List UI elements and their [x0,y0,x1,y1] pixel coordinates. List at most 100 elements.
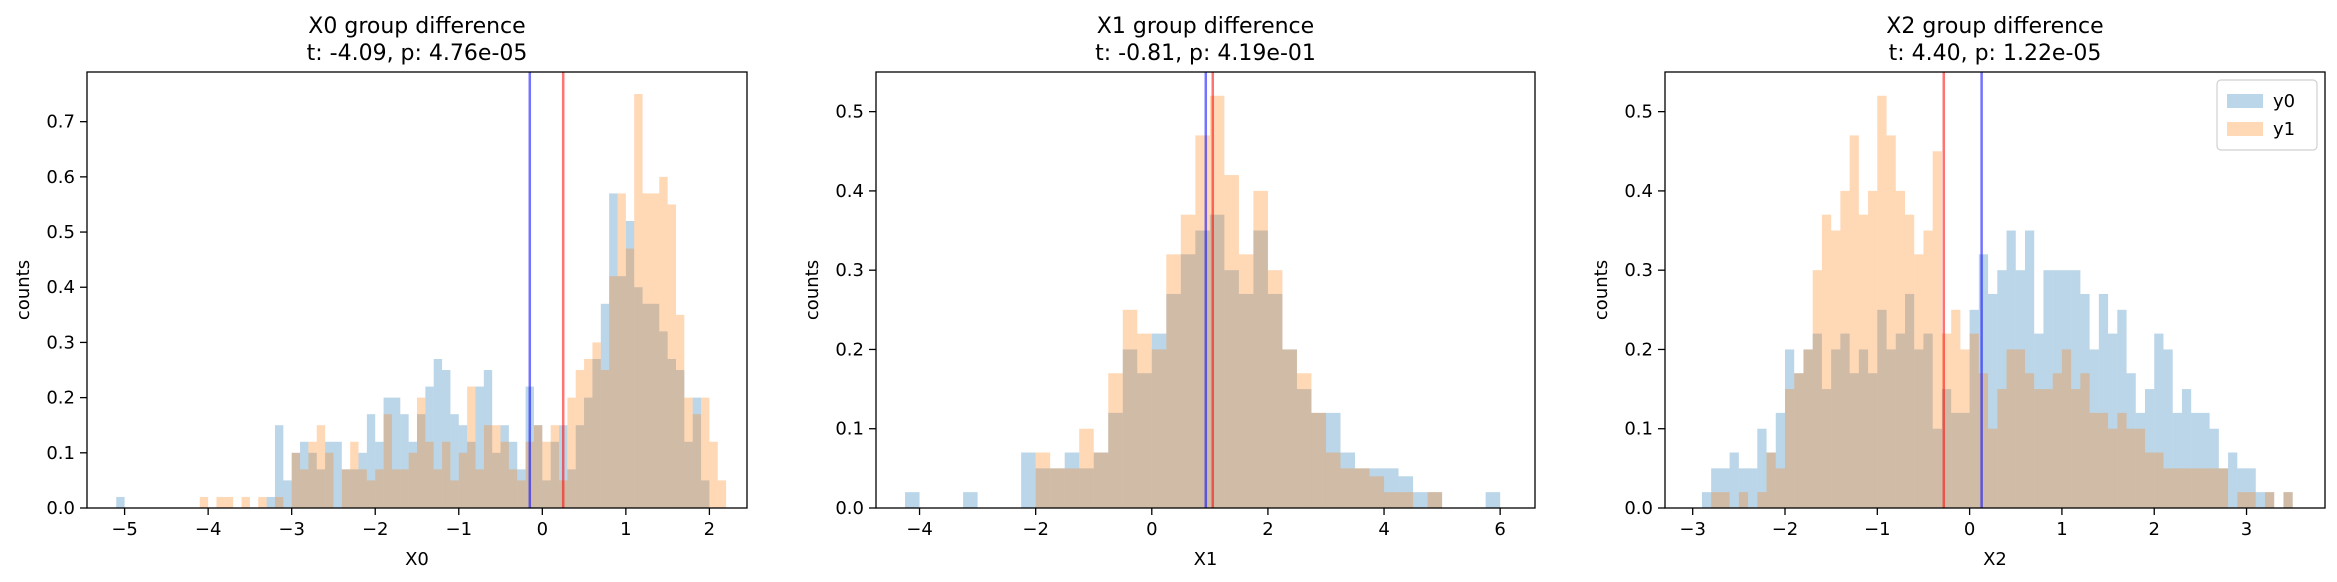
bar-y0 [1914,349,1924,508]
bar-y0 [2006,230,2016,508]
bar-y0 [1701,492,1712,508]
bar-y0 [1877,309,1887,508]
bar-y0 [1757,428,1767,508]
bar-y1 [1831,230,1841,508]
y-tick-label: 0.6 [46,167,75,188]
bar-y1 [1108,373,1123,508]
bar-y0 [2034,333,2044,508]
bar-y1 [1398,492,1414,508]
bar-y0 [675,370,685,508]
bar-y1 [684,397,693,508]
x-tick-label: −3 [278,519,305,540]
bar-y1 [425,441,434,508]
bar-y1 [300,469,309,508]
bar-y1 [2089,412,2099,508]
bar-y1 [609,276,618,508]
bar-y0 [1978,254,1989,508]
bar-y1 [475,469,484,508]
bar-y0 [1803,349,1813,508]
bar-y1 [550,425,560,508]
bar-y1 [517,480,526,508]
bar-y1 [1720,492,1730,508]
bar-y0 [1775,412,1785,508]
bar-y0 [1427,492,1443,508]
bar-y1 [2237,492,2247,508]
bar-y0 [1253,230,1268,508]
bar-y1 [584,358,593,508]
bar-y1 [1969,333,1979,508]
bar-y0 [492,452,501,508]
bar-y1 [199,496,209,508]
bar-y0 [533,425,543,508]
bar-y0 [2117,309,2127,508]
y-tick-label: 0.5 [46,222,75,243]
bar-y0 [1711,468,1721,508]
bar-y0 [684,441,693,508]
bar-y0 [325,441,334,508]
y-tick-label: 0.4 [46,277,75,298]
y-tick-label: 0.7 [46,112,75,133]
bar-y0 [1997,270,2007,508]
bar-y0 [1485,492,1501,508]
bar-y1 [1238,254,1254,508]
bar-y0 [2015,270,2025,508]
bar-y0 [1311,412,1326,508]
bar-y0 [2218,468,2229,508]
bar-y0 [1224,270,1239,508]
bar-y0 [2255,492,2265,508]
bar-y1 [450,480,459,508]
y-tick-label: 0.4 [1624,181,1653,202]
bar-y0 [2098,293,2109,508]
y-axis-label: counts [802,260,823,320]
bar-y0 [341,469,351,508]
bar-y0 [1267,293,1283,508]
bar-y0 [316,469,326,508]
bar-y0 [1895,333,1905,508]
x-tick-label: 6 [1494,519,1505,540]
bar-y0 [1369,468,1385,508]
bar-y1 [1050,468,1065,508]
bar-y1 [1905,214,1915,508]
bar-y0 [1988,293,1998,508]
bar-y0 [567,469,576,508]
bar-y0 [1969,309,1979,508]
legend-label-y0: y0 [2273,91,2295,112]
x-axis-label: X0 [405,549,429,570]
bar-y0 [642,303,651,508]
bar-y1 [701,397,710,508]
bar-y1 [1877,95,1887,509]
bar-y0 [1064,452,1080,508]
bar-y1 [2015,349,2025,508]
bar-y0 [300,441,309,508]
x-tick-label: 4 [1378,519,1389,540]
x-tick-label: 2 [1262,519,1273,540]
bar-y0 [650,303,660,508]
bar-y0 [483,370,493,508]
x-tick-label: 0 [1146,519,1157,540]
bar-y0 [1794,373,1804,508]
bar-y0 [2283,492,2293,508]
bar-y0 [308,452,317,508]
bar-y0 [542,480,551,508]
bar-y1 [2006,349,2016,508]
bar-y0 [1180,254,1196,508]
bar-y0 [659,331,668,508]
x-tick-label: −4 [906,519,933,540]
bar-y0 [1905,293,1915,508]
bar-y0 [550,441,560,508]
bar-y1 [274,496,284,508]
bar-y1 [2080,373,2090,508]
bar-y1 [1923,230,1933,508]
bar-y0 [1821,389,1832,508]
bar-y1 [642,193,651,508]
bar-y0 [1238,293,1254,508]
x-axis-label: X2 [1983,549,2007,570]
bar-y0 [1166,293,1181,508]
axes-frame [875,71,1536,509]
bar-y1 [2209,468,2219,508]
bar-y1 [325,452,334,508]
y-tick-label: 0.1 [835,419,864,440]
bar-y1 [458,452,468,508]
bar-y1 [216,496,225,508]
chart-title: X1 group difference [1097,14,1314,39]
